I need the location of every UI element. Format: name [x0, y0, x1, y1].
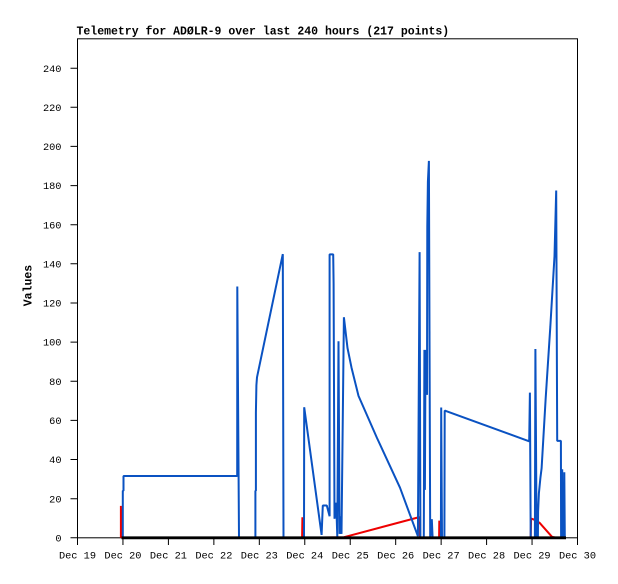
svg-text:240: 240 [43, 64, 62, 76]
svg-text:Dec 19: Dec 19 [59, 551, 96, 563]
svg-text:Dec 29: Dec 29 [514, 551, 551, 563]
svg-text:80: 80 [49, 377, 61, 389]
svg-text:20: 20 [49, 494, 61, 506]
svg-text:Dec 26: Dec 26 [377, 551, 414, 563]
svg-text:Dec 21: Dec 21 [150, 551, 187, 563]
svg-text:100: 100 [43, 338, 62, 350]
svg-text:120: 120 [43, 299, 62, 311]
svg-text:Dec 20: Dec 20 [104, 551, 141, 563]
svg-text:40: 40 [49, 455, 61, 467]
svg-text:60: 60 [49, 416, 61, 428]
svg-text:180: 180 [43, 181, 62, 193]
svg-text:Dec 30: Dec 30 [559, 551, 596, 563]
svg-text:Dec 25: Dec 25 [332, 551, 369, 563]
svg-text:Values: Values [23, 265, 36, 307]
svg-text:Telemetry for ADØLR-9 over las: Telemetry for ADØLR-9 over last 240 hour… [77, 25, 450, 38]
svg-text:0: 0 [55, 533, 61, 545]
svg-text:Dec 23: Dec 23 [241, 551, 278, 563]
svg-text:200: 200 [43, 142, 62, 154]
svg-text:Dec 28: Dec 28 [468, 551, 505, 563]
svg-text:220: 220 [43, 103, 62, 115]
svg-text:Dec 22: Dec 22 [195, 551, 232, 563]
svg-text:Dec 27: Dec 27 [423, 551, 460, 563]
svg-text:Dec 24: Dec 24 [286, 551, 323, 563]
svg-text:140: 140 [43, 259, 62, 271]
svg-text:160: 160 [43, 220, 62, 232]
